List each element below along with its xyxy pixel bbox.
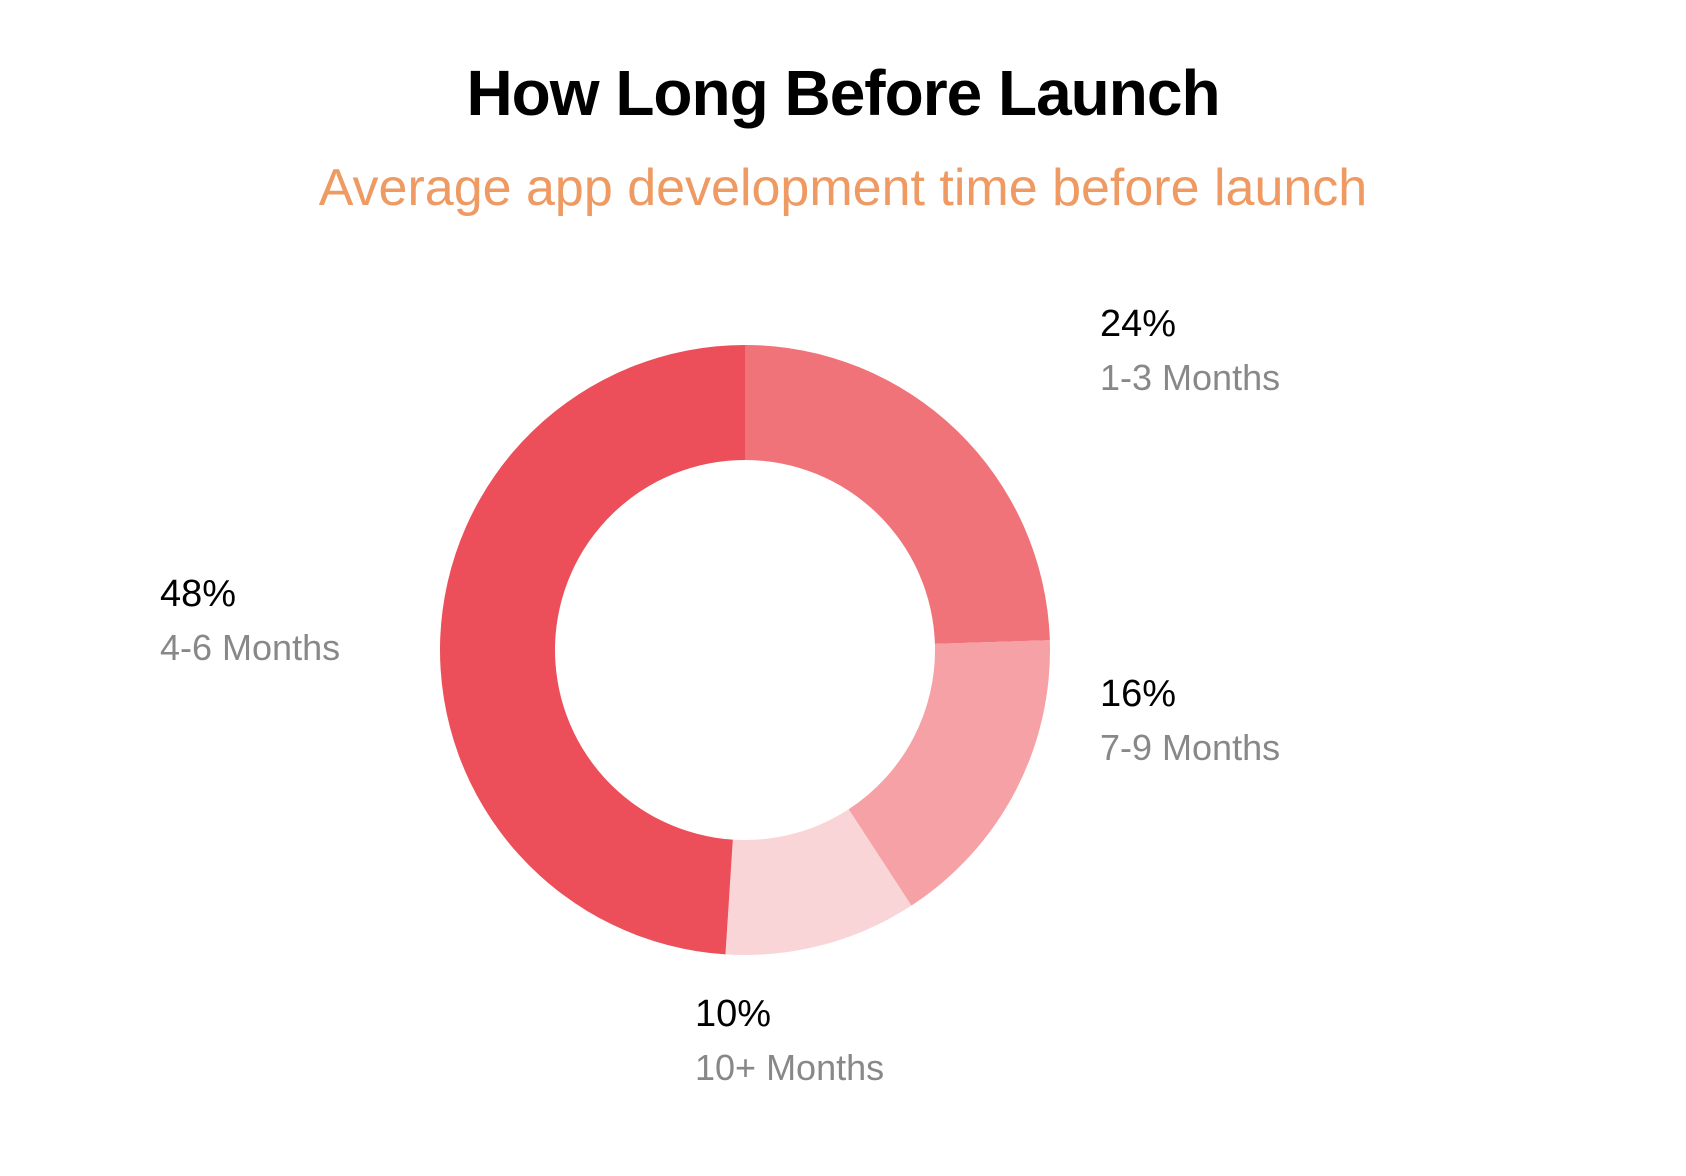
slice-pct-0: 24%: [1100, 300, 1280, 349]
donut-slice-0: [745, 345, 1050, 644]
slice-text-1: 7-9 Months: [1100, 725, 1280, 772]
slice-text-2: 10+ Months: [695, 1045, 884, 1092]
chart-subtitle: Average app development time before laun…: [0, 158, 1686, 218]
slice-label-0: 24% 1-3 Months: [1100, 300, 1280, 402]
slice-pct-2: 10%: [695, 990, 884, 1039]
donut-chart: 24% 1-3 Months 16% 7-9 Months 10% 10+ Months 4…: [0, 290, 1686, 1110]
slice-label-3: 48% 4-6 Months: [160, 570, 340, 672]
slice-text-3: 4-6 Months: [160, 625, 340, 672]
slice-pct-1: 16%: [1100, 670, 1280, 719]
slice-label-1: 16% 7-9 Months: [1100, 670, 1280, 772]
slice-pct-3: 48%: [160, 570, 340, 619]
slice-text-0: 1-3 Months: [1100, 355, 1280, 402]
slice-label-2: 10% 10+ Months: [695, 990, 884, 1092]
donut-svg: [430, 335, 1060, 965]
donut-slice-3: [440, 345, 745, 954]
chart-title: How Long Before Launch: [0, 0, 1686, 130]
